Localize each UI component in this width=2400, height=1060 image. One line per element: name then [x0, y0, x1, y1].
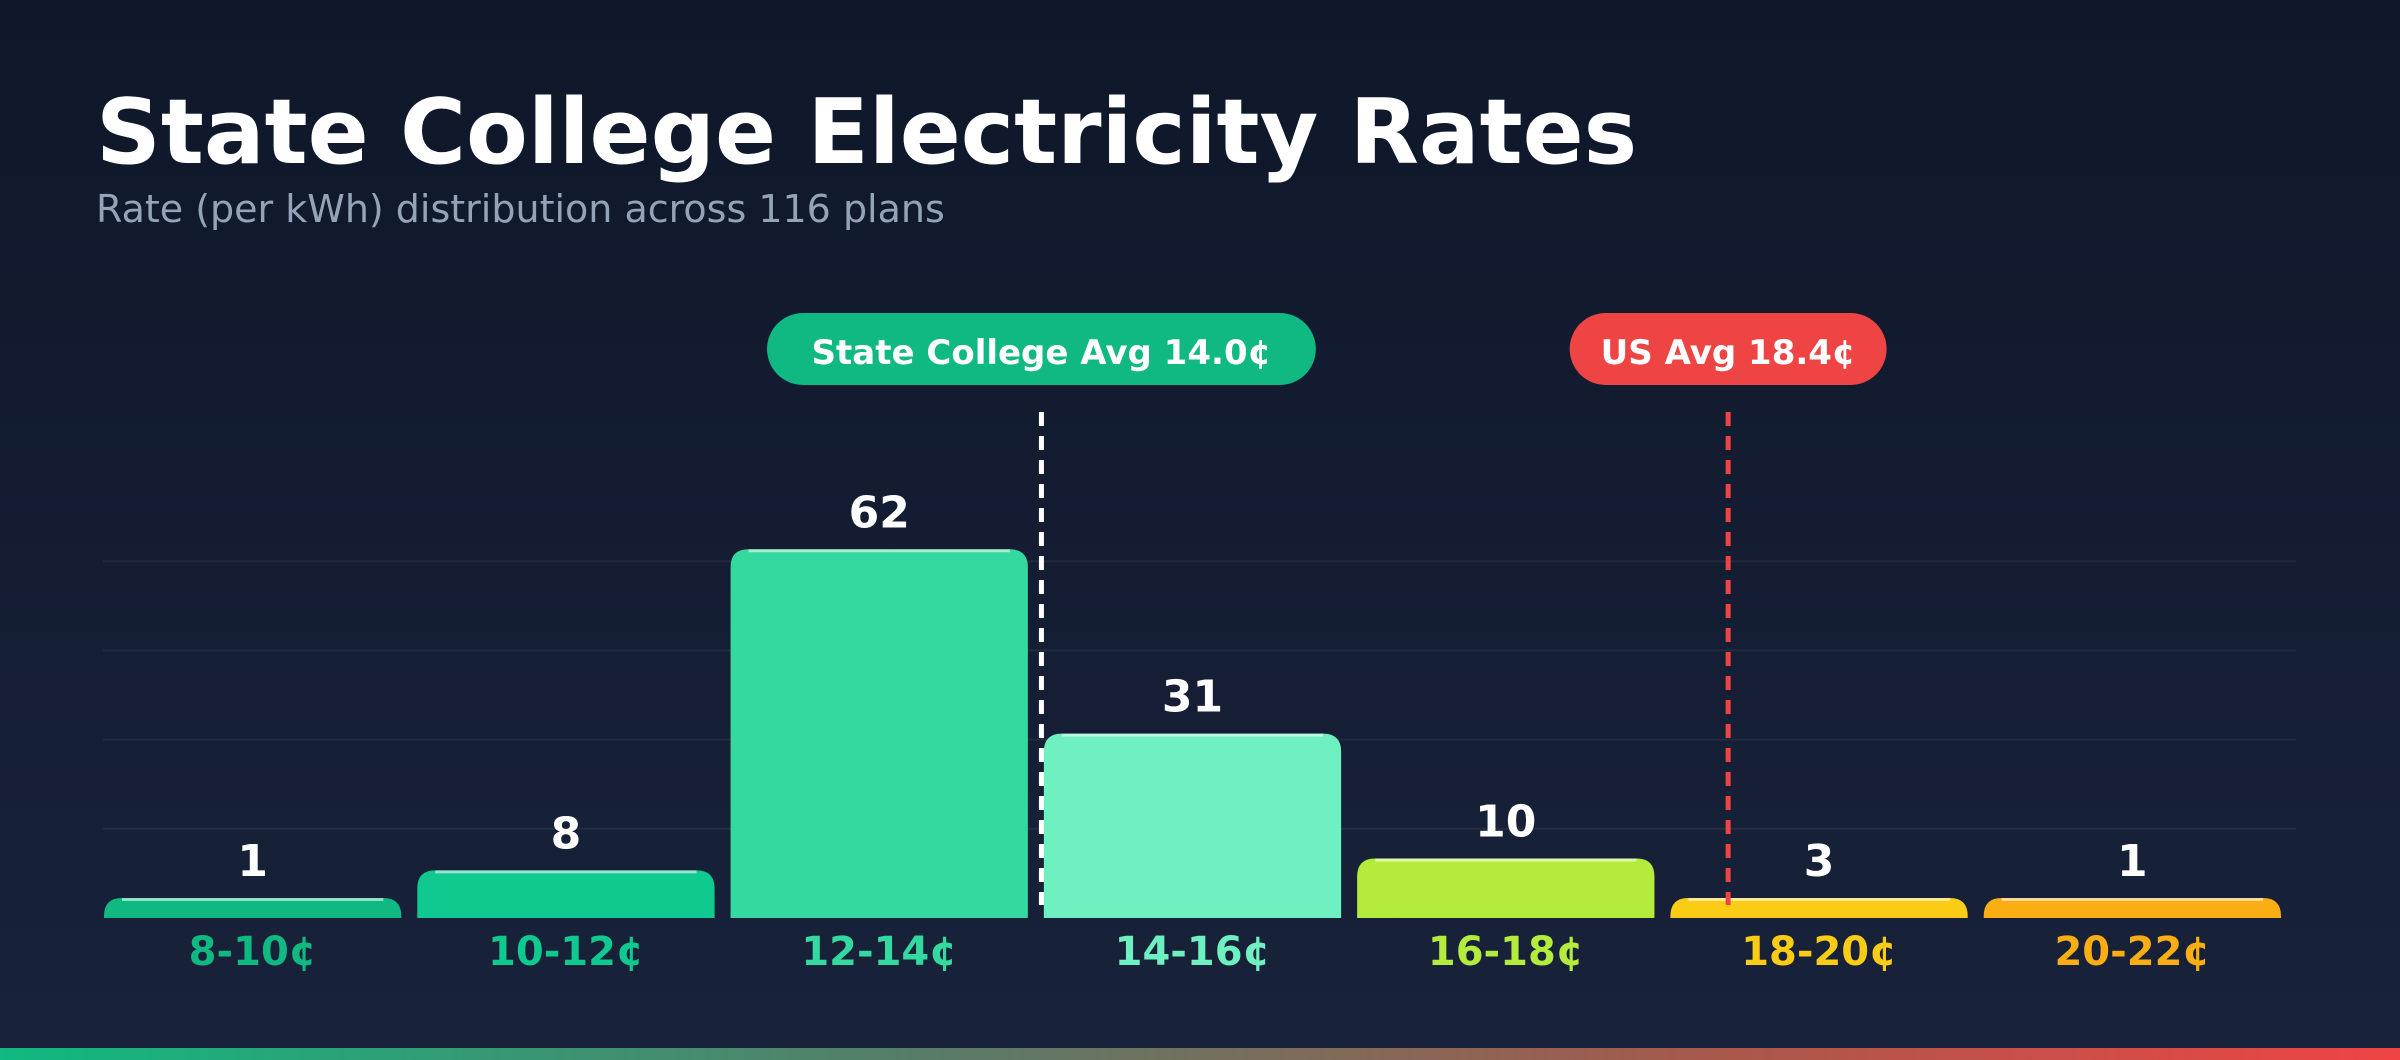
reference-label: State College Avg 14.0¢	[812, 333, 1272, 373]
category-label: 8-10¢	[189, 929, 317, 975]
bar-value-label: 1	[2117, 836, 2148, 887]
bar-value-label: 31	[1162, 672, 1223, 723]
reference-lines: State College Avg 14.0¢ US Avg 18.4¢	[767, 313, 1887, 905]
category-label: 14-16¢	[1115, 929, 1271, 975]
bar-value-label: 62	[849, 487, 910, 538]
reference-pill	[767, 313, 1316, 385]
bar-value-label: 8	[551, 808, 582, 859]
reference-pill	[1569, 313, 1887, 385]
bar-value-label: 10	[1475, 797, 1536, 848]
category-label: 10-12¢	[488, 929, 644, 975]
bar	[1983, 898, 2281, 918]
accent-bar	[0, 1048, 2400, 1060]
bar	[104, 898, 402, 918]
bar	[1670, 898, 1968, 918]
category-label: 18-20¢	[1741, 929, 1897, 975]
bar	[1357, 858, 1655, 918]
reference-label: US Avg 18.4¢	[1601, 333, 1856, 373]
category-labels: 8-10¢ 10-12¢ 12-14¢ 14-16¢ 16-18¢ 18-20¢ 20-22…	[189, 929, 2211, 975]
category-label: 16-18¢	[1428, 929, 1584, 975]
chart-subtitle: Rate (per kWh) distribution across 116 p…	[96, 187, 945, 231]
bar-value-label: 3	[1804, 836, 1835, 887]
bar	[417, 870, 715, 918]
bar	[1043, 733, 1342, 918]
category-label: 20-22¢	[2054, 929, 2210, 975]
bar-value-label: 1	[237, 836, 268, 887]
bar	[730, 549, 1028, 918]
chart-title: State College Electricity Rates	[96, 80, 1637, 185]
category-label: 12-14¢	[801, 929, 957, 975]
